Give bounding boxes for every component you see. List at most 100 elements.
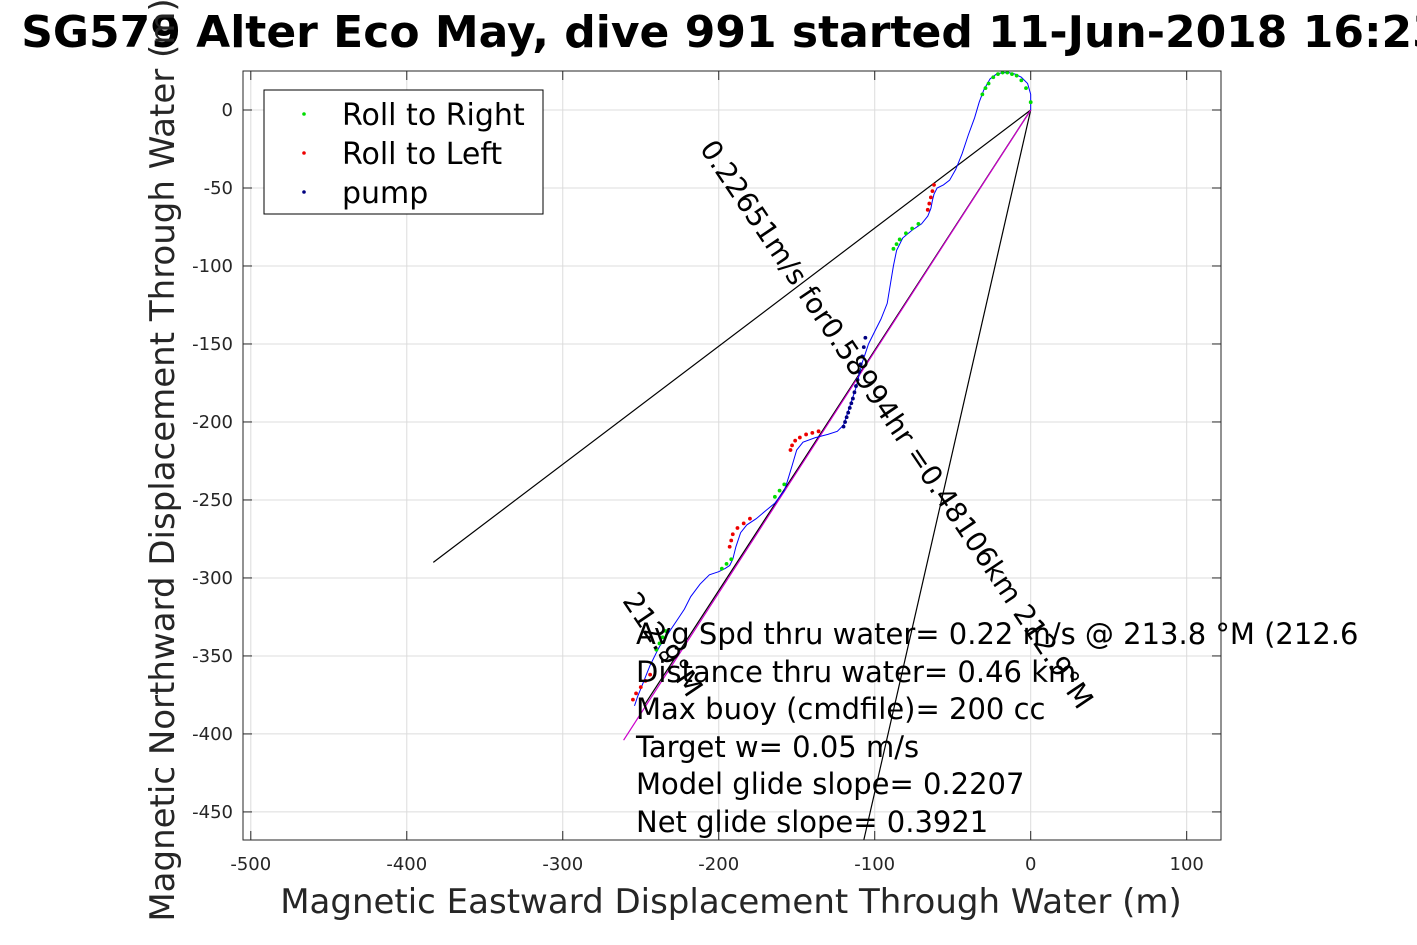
y-axis-label: Magnetic Northward Displacement Through … [143,0,183,922]
x-tick-label: 0 [1025,854,1036,875]
roll-right-point [719,566,724,571]
roll-left-points [631,182,936,702]
legend-pump-label: pump [342,176,428,211]
roll-left-point [741,521,746,526]
annotation-target-w: Target w= 0.05 m/s [635,730,919,764]
y-tick-label: -50 [204,178,233,199]
roll-right-point [724,562,729,566]
pump-point [855,377,860,382]
roll-right-point [980,92,985,97]
roll-left-point [804,432,808,437]
legend-box [263,89,544,215]
roll-left-point [788,448,793,452]
roll-left-point [793,438,798,443]
pump-point [841,424,846,429]
x-tick-label: -400 [386,854,427,875]
roll-right-point [1005,70,1010,75]
roll-right-point [1024,86,1028,91]
roll-left-point [729,538,734,543]
roll-right-point [1010,72,1014,77]
annotations: Avg Spd thru water= 0.22 m/s @ 213.8 °M … [635,617,1358,839]
x-tick-label: -300 [542,854,583,875]
y-tick-label: -200 [192,412,233,433]
legend-pump-marker [302,190,306,194]
reference-lines [432,109,1032,841]
roll-right-point [1000,70,1005,75]
pump-point [854,384,858,388]
roll-left-point [643,678,648,683]
grid-lines [243,71,1221,840]
end-marker [659,651,669,661]
pump-point [857,370,862,374]
pump-point [863,335,868,340]
roll-right-point [894,242,899,247]
roll-left-point [925,207,930,212]
legend-roll-left-marker [302,151,306,155]
y-tick-label: -250 [192,490,233,511]
roll-right-point [777,488,782,493]
annotation-avg-speed: Avg Spd thru water= 0.22 m/s @ 213.8 °M … [636,617,1358,651]
roll-right-point [663,629,668,633]
roll-left-point [727,544,732,549]
pump-point [844,415,849,420]
annotation-max-buoy: Max buoy (cmdfile)= 200 cc [636,692,1045,726]
pump-point [861,345,866,349]
pump-point [860,354,865,359]
chart-title: SG579 Alter Eco May, dive 991 started 11… [21,7,1417,58]
roll-right-point [891,246,896,251]
reference-line [623,109,1032,741]
reference-line [863,109,1032,841]
roll-left-point [927,201,932,206]
x-tick-label: -100 [854,854,895,875]
roll-left-point [810,430,815,435]
roll-left-point [735,526,740,530]
roll-right-point [916,221,921,226]
legend: Roll to Right Roll to Left pump [263,89,544,215]
y-tick-label: -100 [192,256,233,277]
roll-right-point [904,231,908,236]
y-tick-label: 0 [222,100,233,121]
pump-point [850,396,855,401]
roll-left-point [730,532,735,537]
roll-right-point [654,647,659,652]
roll-right-point [910,226,915,231]
pump-point [858,362,863,367]
roll-right-points [654,70,1033,652]
roll-right-point [1014,73,1019,78]
pump-points [841,335,868,429]
annotation-net-glide-slope: Net glide slope= 0.3921 [636,805,988,839]
roll-left-point [638,685,643,690]
y-tick-label: -150 [192,334,233,355]
roll-left-point [928,195,933,200]
plot-frame [242,70,1222,841]
pump-point [849,401,854,406]
glider-track [634,72,1032,707]
x-tick-label: -500 [230,854,271,875]
roll-right-point [660,635,665,640]
pump-point [846,410,851,415]
x-axis-label: Magnetic Eastward Displacement Through W… [280,882,1182,922]
y-tick-label: -350 [192,646,233,667]
roll-left-point [790,443,794,448]
legend-roll-right-label: Roll to Right [342,98,525,133]
annotation-model-glide-slope: Model glide slope= 0.2207 [636,767,1024,801]
roll-right-point [657,641,662,646]
y-tick-label: -400 [192,724,233,745]
roll-right-point [983,86,988,91]
roll-left-point [631,697,635,702]
roll-left-point [816,429,821,434]
roll-right-point [1028,100,1033,105]
roll-right-point [729,557,734,562]
legend-roll-left-label: Roll to Left [342,137,502,172]
roll-left-point [930,189,935,194]
reference-line [432,109,1032,563]
roll-right-point [996,72,1000,77]
pump-point [847,406,852,410]
roll-right-point [897,237,902,242]
y-ticks: 0 -50 -100 -150 -200 -250 -300 -350 -400 -450 [192,100,1221,823]
roll-left-point [748,516,752,521]
x-ticks: -500 -400 -300 -200 -100 0 100 [230,71,1204,875]
x-tick-label: 100 [1170,854,1204,875]
pump-point [843,420,847,424]
